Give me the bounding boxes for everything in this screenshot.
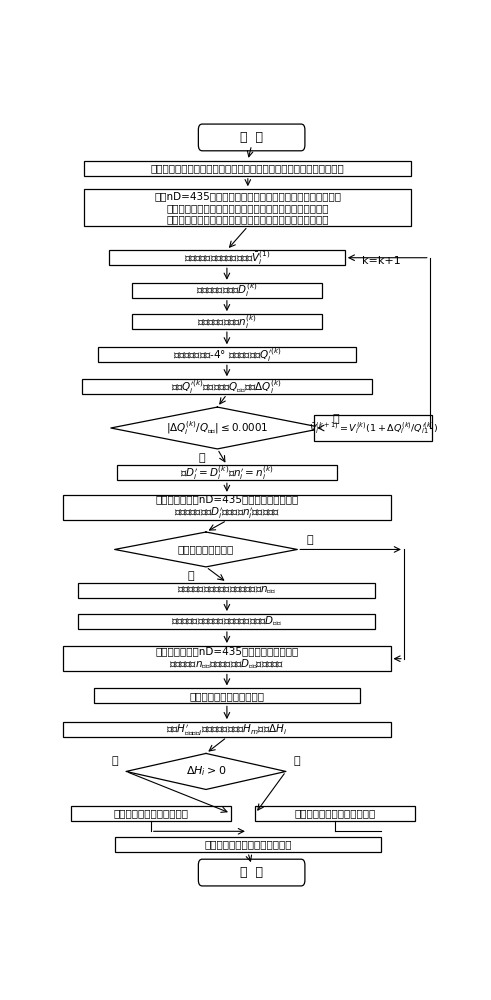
Bar	[98, 347, 356, 362]
Text: 计算原型水泵转速$n_i^{(k)}$: 计算原型水泵转速$n_i^{(k)}$	[197, 313, 257, 331]
Text: 开  始: 开 始	[240, 131, 263, 144]
Bar	[314, 415, 433, 441]
Text: 结  束: 结 束	[240, 866, 263, 879]
Bar	[132, 314, 322, 329]
Text: $|\Delta Q_i^{(k)}/Q_{设计}|\leq 0.0001$: $|\Delta Q_i^{(k)}/Q_{设计}|\leq 0.0001$	[166, 419, 269, 437]
Bar	[71, 806, 231, 821]
Text: 计算叶片角度为-4° 的原型泵流量$Q_i^{\prime(k)}$: 计算叶片角度为-4° 的原型泵流量$Q_i^{\prime(k)}$	[172, 346, 281, 364]
Bar	[82, 379, 372, 394]
Text: 否: 否	[306, 535, 313, 545]
Bar	[79, 583, 375, 598]
Polygon shape	[126, 753, 286, 789]
Text: 将所述水泵模型nD=435时的主要性能参数换
算至转速为$n_{调档}$、叶轮直径为$D_{调档}$的原型参数: 将所述水泵模型nD=435时的主要性能参数换 算至转速为$n_{调档}$、叶轮直…	[155, 646, 299, 671]
Text: 输入拟应用本发明的泵装置设计扬程及最大扬程、设计流量、传动方式: 输入拟应用本发明的泵装置设计扬程及最大扬程、设计流量、传动方式	[151, 163, 345, 173]
Bar	[109, 250, 345, 265]
Bar	[255, 806, 415, 821]
FancyBboxPatch shape	[198, 124, 305, 151]
Text: 计算设计工况点的叶片角度: 计算设计工况点的叶片角度	[190, 691, 264, 701]
Bar	[84, 161, 411, 176]
Text: 是: 是	[188, 571, 194, 581]
Text: 计算原型叶轮直径$D_i^{(k)}$: 计算原型叶轮直径$D_i^{(k)}$	[196, 281, 258, 299]
Text: 否: 否	[294, 756, 300, 766]
Text: 是: 是	[111, 756, 118, 766]
Polygon shape	[111, 407, 324, 449]
Bar	[63, 495, 390, 520]
Text: k=k+1: k=k+1	[362, 256, 400, 266]
Bar	[63, 646, 390, 671]
Text: 将所述水泵模型nD=435时的主要性能参数换
算至叶轮直径为$D_i^{\prime}$、转速为$n_i^{\prime}$的原型参数: 将所述水泵模型nD=435时的主要性能参数换 算至叶轮直径为$D_i^{\pri…	[155, 494, 299, 521]
Text: 是否采用直接传动？: 是否采用直接传动？	[178, 544, 234, 554]
Bar	[84, 189, 411, 226]
Bar	[116, 465, 337, 480]
Text: 水泵模型选型方案不符合要求: 水泵模型选型方案不符合要求	[295, 808, 376, 818]
Text: 选择nD=435时最优工况点扬程高于拟应用本发明泵装置设计
扬程的水泵模型，列出它们马鞍形区鞍底扬程和各叶片角度
高效区的扬程、流量、效率、临界空化余量等主要性: 选择nD=435时最优工况点扬程高于拟应用本发明泵装置设计 扬程的水泵模型，列出…	[154, 191, 341, 224]
Bar	[115, 837, 381, 852]
FancyBboxPatch shape	[198, 859, 305, 886]
Bar	[94, 688, 360, 703]
Text: 是: 是	[199, 453, 205, 463]
Text: 水泵模型选型方案符合要求: 水泵模型选型方案符合要求	[113, 808, 188, 818]
Text: 给出叶轮名义平均流速初始值$\bar{V}_i^{(1)}$: 给出叶轮名义平均流速初始值$\bar{V}_i^{(1)}$	[184, 249, 270, 267]
Text: $令D_i^{\prime}=D_i^{(k)}$，$n_i^{\prime}=n_i^{(k)}$: $令D_i^{\prime}=D_i^{(k)}$，$n_i^{\prime}=…	[180, 464, 274, 482]
Text: 对水泵叶轮直径进行相应调整计算，得到$D_{调档}$: 对水泵叶轮直径进行相应调整计算，得到$D_{调档}$	[171, 615, 282, 628]
Text: 否: 否	[333, 414, 339, 424]
Bar	[63, 722, 390, 737]
Text: $\Delta H_i > 0$: $\Delta H_i > 0$	[186, 765, 226, 778]
Text: 计算$Q_i^{\prime(k)}$与设计流量$Q_{设计}$的差$\Delta Q_i^{(k)}$: 计算$Q_i^{\prime(k)}$与设计流量$Q_{设计}$的差$\Delt…	[171, 378, 282, 396]
Bar	[79, 614, 375, 629]
Text: 列表汇总各水泵模型的选型方案: 列表汇总各水泵模型的选型方案	[204, 840, 292, 850]
Text: 计算$H_{额定扬程i}^{\prime}$与泵装置最高扬程$H_m$的差$\Delta H_i$: 计算$H_{额定扬程i}^{\prime}$与泵装置最高扬程$H_m$的差$\D…	[166, 722, 288, 737]
Text: $\bar{V}_i^{(k+1)}=V_i^{(k)}(1+\Delta Q_i^{(k)}/Q_{i1}^{\prime(k)})$: $\bar{V}_i^{(k+1)}=V_i^{(k)}(1+\Delta Q_…	[309, 420, 438, 436]
Bar	[132, 283, 322, 298]
Text: 对水泵转速进行转速靠档调整，得到$n_{调档}$: 对水泵转速进行转速靠档调整，得到$n_{调档}$	[177, 585, 276, 596]
Polygon shape	[115, 532, 298, 567]
